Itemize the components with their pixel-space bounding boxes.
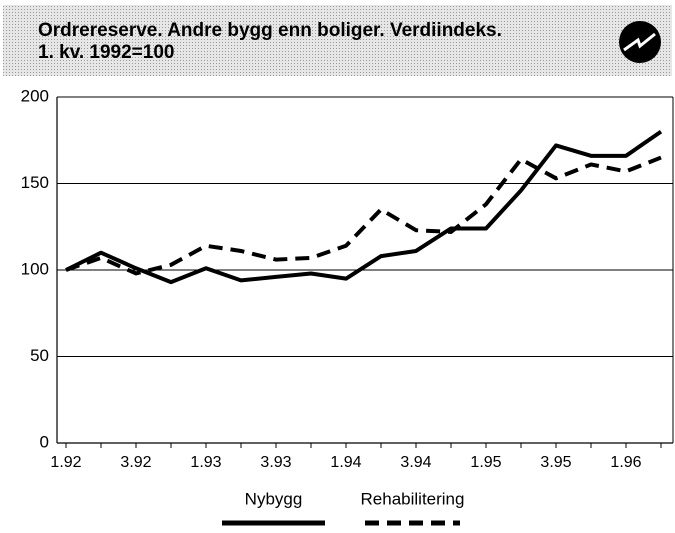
chart-title: 1. kv. 1992=100 [38,42,174,63]
y-tick-label: 50 [30,346,49,365]
x-tick-label: 3.93 [260,454,291,471]
y-tick-label: 200 [21,86,49,105]
logo-icon [619,21,661,63]
x-tick-label: 3.95 [540,454,571,471]
x-tick-label: 1.93 [190,454,221,471]
legend-label: Rehabilitering [361,489,465,508]
legend-label: Nybygg [245,489,303,508]
chart-title: Ordrereserve. Andre bygg enn boliger. Ve… [38,20,502,41]
line-series [65,129,663,285]
line-series [65,155,662,276]
x-tick-label: 3.92 [120,454,151,471]
x-tick-label: 1.96 [610,454,641,471]
y-tick-label: 150 [21,173,49,192]
header-band [3,5,672,76]
x-tick-label: 3.94 [400,454,431,471]
x-tick-label: 1.95 [470,454,501,471]
y-tick-label: 100 [21,259,49,278]
y-tick-label: 0 [40,432,49,451]
x-tick-label: 1.94 [330,454,361,471]
x-tick-label: 1.92 [50,454,81,471]
